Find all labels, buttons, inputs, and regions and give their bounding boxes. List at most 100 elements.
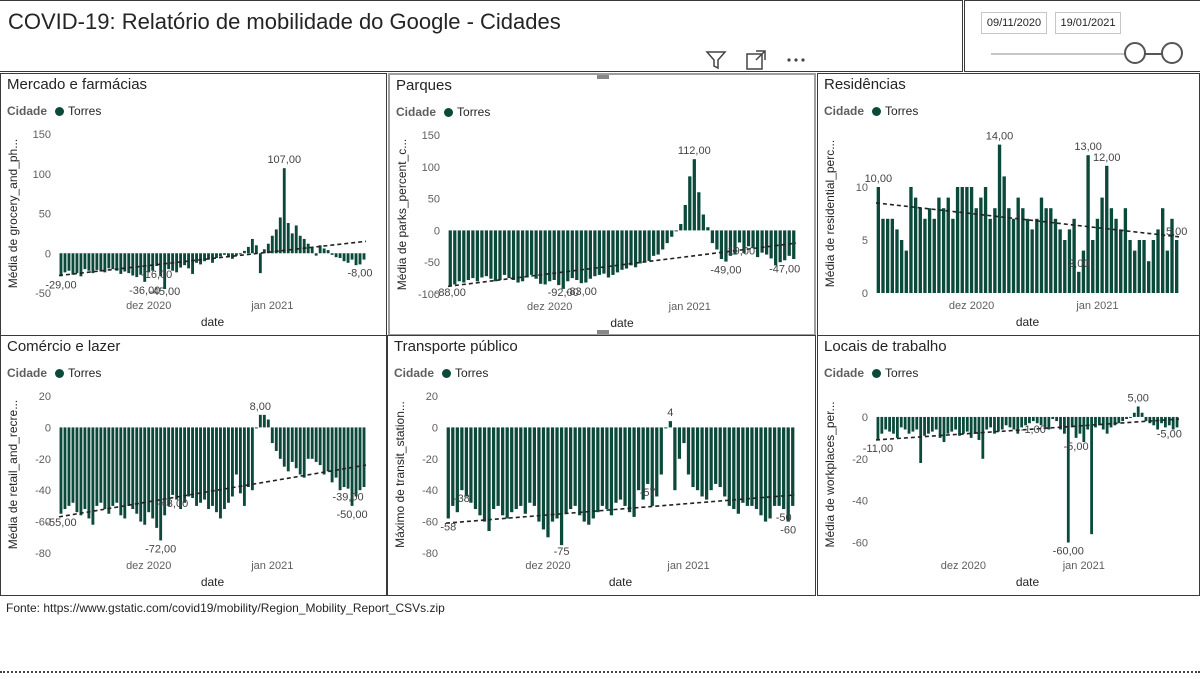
bar [274,229,278,254]
bar [63,253,67,273]
bar [1077,271,1081,293]
bar [487,427,491,532]
bar [636,427,641,491]
data-label: -45,00 [149,286,180,298]
bar [79,253,83,277]
focus-mode-icon[interactable] [745,49,767,71]
bar [1090,416,1093,535]
bar [514,427,518,510]
bar [87,427,91,519]
bar [593,230,597,277]
bar [1086,155,1090,293]
y-tick-label: -50 [424,257,440,269]
bar [167,427,171,506]
data-label: -83,00 [566,286,597,298]
date-slider-end-handle[interactable] [1161,42,1183,64]
bar [294,427,298,469]
bar [195,427,198,506]
bar [143,427,147,525]
bar [528,427,532,503]
y-tick-label: 100 [422,162,440,174]
chart-panel-retail[interactable]: Comércio e lazer Cidade Torres 20 0 -20 -40… [0,335,387,596]
bar [318,427,322,466]
bar [733,230,737,255]
bar [718,427,722,488]
bar [606,230,611,278]
legend-dot-icon [442,368,452,378]
bar [941,208,946,293]
data-label: -88,00 [435,287,466,299]
y-tick-label: -60 [852,538,868,550]
bar [609,427,614,516]
bar [587,427,591,525]
start-date-input[interactable]: 09/11/2020 [981,12,1047,34]
chart-panel-transit[interactable]: Transporte público Cidade Torres 20 0 -20 -… [387,335,816,596]
chart-panel-workplaces[interactable]: Locais de trabalho Cidade Torres 0 -20 -40… [817,335,1200,596]
bar [498,230,502,281]
bar [534,230,538,279]
bar [183,253,187,266]
bar [523,427,527,514]
chart-panel-residential[interactable]: Residências Cidade Torres 10 5 0 Média de r… [817,73,1200,336]
resize-handle-top[interactable] [597,75,609,79]
bar [983,187,988,293]
date-slider-track[interactable] [991,53,1151,55]
bar [87,253,91,271]
data-label: -5,00 [1064,441,1089,453]
bar [951,218,955,293]
bar [159,253,163,277]
bar [171,427,175,495]
bar [238,427,242,494]
chart-panel-grocery[interactable]: Mercado e farmácias Cidade Torres 150 100… [0,73,387,336]
bar [737,230,742,243]
resize-handle-bottom[interactable] [597,330,609,334]
bar [546,427,550,538]
bar [1007,208,1011,293]
legend-item[interactable]: Torres [68,366,102,380]
bar [1171,416,1175,430]
bar [600,427,605,506]
bar [91,253,95,274]
legend-item[interactable]: Torres [885,104,919,118]
filter-icon[interactable] [705,49,727,71]
data-label: -29,00 [45,279,76,291]
bar [642,230,647,263]
bar [322,427,326,475]
legend-item[interactable]: Torres [68,104,102,118]
bar [759,427,763,516]
date-slider-start-handle[interactable] [1124,42,1146,64]
visual-toolbar [705,47,807,73]
bar [362,253,366,260]
bar [358,427,362,491]
y-tick-label: 0 [862,288,868,300]
end-date-input[interactable]: 19/01/2021 [1055,12,1121,34]
bar [1008,416,1012,428]
bar [923,218,927,293]
bar [91,427,95,525]
bar [75,427,79,513]
x-tick-label: jan 2021 [668,301,711,313]
bar [792,230,796,260]
bar [59,253,63,277]
chart-panel-parks[interactable]: Parques Cidade Torres 150 100 50 0 -50 -100 Mé… [388,73,816,336]
y-tick-label: -50 [35,288,51,300]
data-label: -5,00 [1157,428,1182,440]
legend-title: Cidade [824,104,865,118]
bar [1024,416,1027,426]
legend-item[interactable]: Torres [885,366,919,380]
data-label: -47,00 [769,263,800,275]
bar [71,427,75,503]
bar [988,218,992,293]
bar [334,427,338,478]
bar [83,253,87,270]
bar [350,253,354,260]
bar [107,427,111,514]
bar [903,416,907,430]
bar [1128,240,1132,293]
legend-item[interactable]: Torres [457,105,491,119]
more-options-icon[interactable] [785,49,807,71]
bar [473,427,478,510]
source-footnote: Fonte: https://www.gstatic.com/covid19/m… [6,601,445,615]
trend-line [447,242,797,288]
legend-item[interactable]: Torres [455,366,489,380]
